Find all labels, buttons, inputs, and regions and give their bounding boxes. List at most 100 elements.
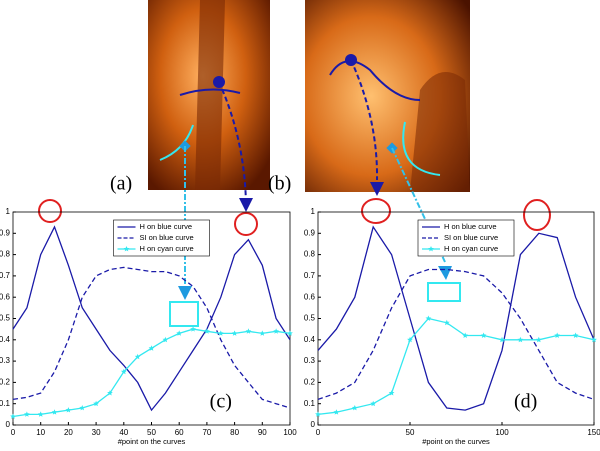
marker: [370, 400, 377, 407]
cyan-curve: [402, 121, 441, 176]
y-tick-label: 0.6: [0, 292, 11, 301]
marker: [231, 330, 238, 336]
arrow-head: [370, 182, 384, 196]
marker: [315, 411, 321, 417]
marker: [351, 405, 358, 411]
peak-circle: [523, 199, 551, 231]
y-tick-label: 0.8: [304, 250, 316, 259]
marker: [388, 390, 395, 396]
marker: [51, 409, 58, 415]
marker: [10, 413, 16, 419]
x-tick-label: 30: [92, 428, 101, 437]
y-tick-label: 0.8: [0, 250, 11, 259]
x-tick-label: 60: [175, 428, 184, 437]
marker: [462, 332, 469, 338]
x-tick-label: 90: [258, 428, 267, 437]
marker: [287, 330, 293, 336]
peak-circle: [361, 198, 391, 224]
y-tick-label: 0.3: [304, 356, 316, 365]
marker: [480, 332, 487, 338]
y-tick-label: 1: [6, 207, 11, 216]
marker: [259, 330, 266, 336]
series-line: [317, 268, 595, 401]
marker: [499, 336, 505, 343]
x-tick-label: 0: [11, 428, 16, 437]
x-tick-label: 0: [316, 428, 321, 437]
marker: [591, 336, 597, 343]
image-detail: [410, 72, 470, 192]
legend-label: H on blue curve: [444, 222, 497, 231]
legend-label: SI on blue curve: [140, 233, 194, 242]
series-line: [317, 317, 595, 416]
marker: [37, 411, 44, 417]
marker: [93, 400, 99, 407]
marker: [425, 315, 432, 321]
y-tick-label: 0.9: [0, 228, 11, 237]
image-label: (b): [268, 173, 291, 195]
blue-curve: [179, 88, 241, 96]
legend-label: SI on blue curve: [444, 233, 498, 242]
y-tick-label: 0.3: [0, 356, 11, 365]
panel-label: (c): [210, 391, 232, 413]
y-tick-label: 0.9: [304, 228, 316, 237]
legend-marker: [123, 246, 130, 252]
marker: [204, 328, 210, 334]
y-tick-label: 0.4: [0, 335, 11, 344]
marker: [148, 345, 155, 351]
y-tick-label: 0.7: [0, 271, 11, 280]
highlight-box: [169, 301, 199, 327]
x-tick-label: 100: [283, 428, 297, 437]
link-arrow: [218, 81, 247, 206]
peak-circle: [234, 212, 258, 236]
marker: [134, 353, 141, 360]
series-line: [12, 225, 291, 412]
x-axis-label: #point on the curves: [118, 437, 186, 446]
image-label: (a): [110, 173, 132, 195]
marker: [190, 326, 196, 332]
marker: [407, 336, 413, 343]
peak-circle: [38, 199, 62, 223]
marker: [24, 411, 30, 417]
marker: [333, 409, 340, 415]
y-tick-label: 0.4: [304, 335, 316, 344]
marker: [572, 332, 579, 338]
x-tick-label: 150: [587, 428, 600, 437]
marker: [273, 328, 279, 334]
x-tick-label: 10: [36, 428, 45, 437]
series-line: [317, 225, 595, 411]
legend-label: H on blue curve: [140, 222, 193, 231]
legend-label: H on cyan curve: [140, 244, 194, 253]
legend-marker: [428, 246, 434, 252]
y-tick-label: 0: [6, 420, 11, 429]
marker: [107, 390, 113, 396]
y-tick-label: 0.1: [304, 399, 316, 408]
x-tick-label: 100: [495, 428, 509, 437]
marker: [443, 319, 450, 326]
marker: [245, 328, 252, 334]
y-tick-label: 0.6: [304, 292, 316, 301]
x-tick-label: 20: [64, 428, 73, 437]
series-line: [12, 328, 291, 418]
marker: [535, 336, 542, 343]
y-tick-label: 0.5: [0, 314, 11, 323]
marker: [217, 330, 224, 336]
marker: [176, 330, 183, 336]
y-tick-label: 0.1: [0, 399, 11, 408]
y-tick-label: 0.2: [0, 378, 11, 387]
marker: [554, 332, 561, 338]
arrow-head: [239, 198, 253, 212]
arrow-head: [178, 286, 192, 300]
y-tick-label: 0.7: [304, 271, 316, 280]
x-axis-label: #point on the curves: [422, 437, 490, 446]
y-tick-label: 0.2: [304, 378, 316, 387]
marker: [162, 336, 169, 343]
legend-label: H on cyan curve: [444, 244, 498, 253]
blue-curve: [329, 60, 421, 101]
x-tick-label: 50: [147, 428, 156, 437]
x-tick-label: 80: [230, 428, 239, 437]
series-line: [12, 266, 291, 409]
y-tick-label: 0: [311, 420, 316, 429]
x-tick-label: 50: [406, 428, 415, 437]
y-tick-label: 1: [311, 207, 316, 216]
